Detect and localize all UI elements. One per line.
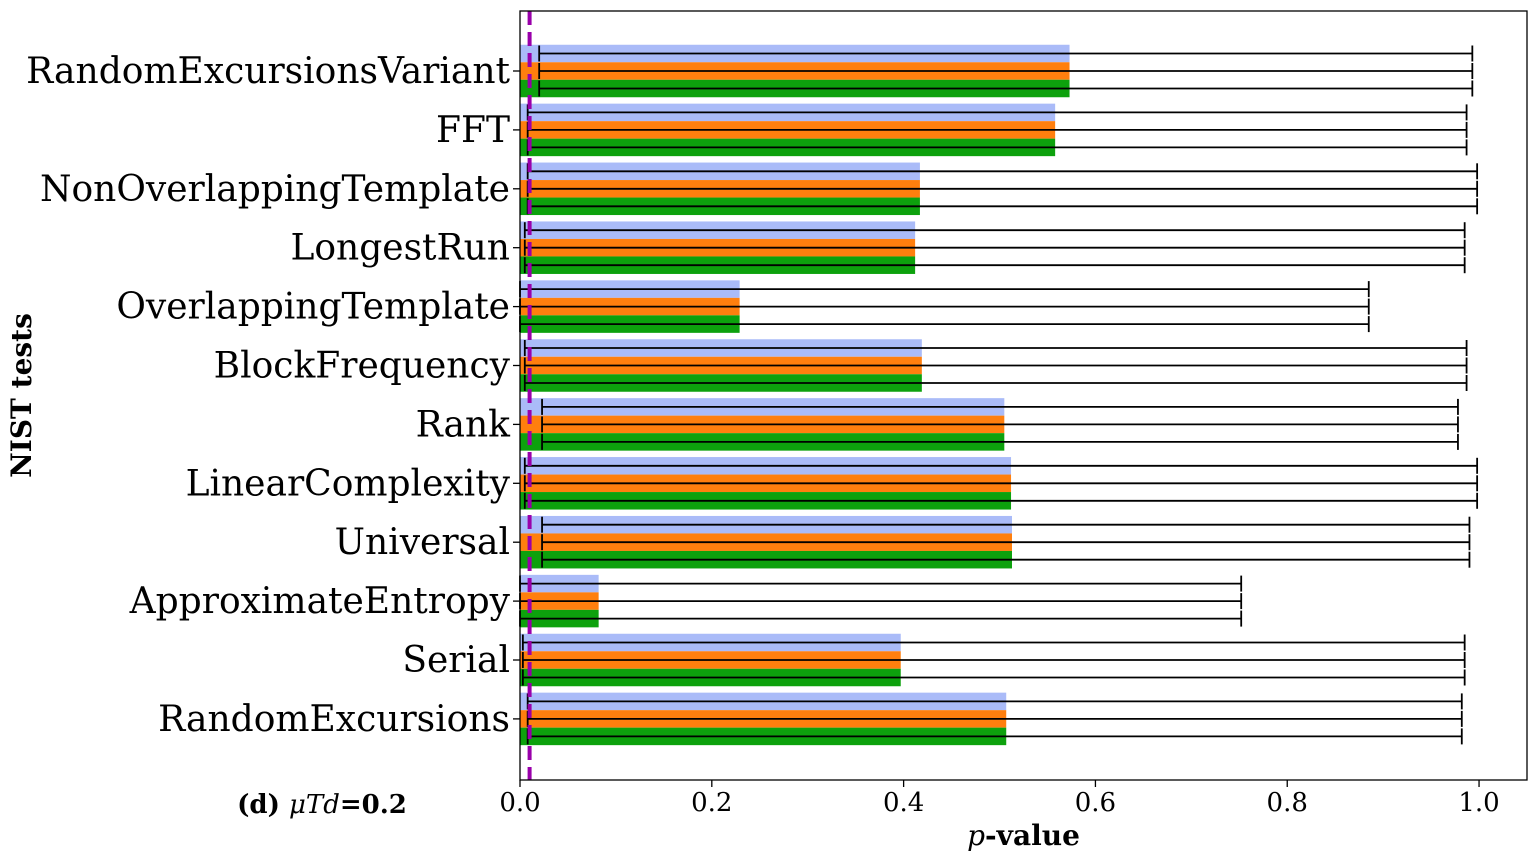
y-tick-label: LinearComplexity (186, 463, 511, 504)
y-tick-label: RandomExcursions (158, 699, 510, 740)
y-tick-label: Universal (335, 522, 510, 563)
y-tick-label: BlockFrequency (214, 346, 511, 387)
x-tick-label: 0.8 (1267, 788, 1308, 818)
x-tick-label: 0.6 (1075, 788, 1116, 818)
error-bars-layer (519, 45, 1479, 745)
x-tick-label: 1.0 (1458, 788, 1499, 818)
plot-frame (519, 10, 1528, 781)
x-tick-label: 0.4 (883, 788, 924, 818)
x-axis: 0.0 0.2 0.4 0.6 0.8 1.0 (499, 780, 1500, 818)
y-tick-label: LongestRun (290, 228, 510, 269)
x-tick-label: 0.0 (499, 788, 540, 818)
x-tick-label: 0.2 (691, 788, 732, 818)
y-tick-label: Rank (416, 404, 512, 445)
x-axis-title: p-value (967, 819, 1080, 852)
y-tick-label: NonOverlappingTemplate (40, 169, 510, 210)
y-axis-title: NIST tests (5, 313, 38, 478)
y-tick-label: Serial (402, 640, 510, 681)
y-tick-label: RandomExcursionsVariant (26, 51, 510, 92)
y-tick-label: ApproximateEntropy (129, 581, 511, 622)
y-tick-label: OverlappingTemplate (116, 287, 510, 328)
bars-layer (520, 44, 1070, 746)
panel-label: (d) μTd=0.2 (237, 790, 407, 820)
y-axis: RandomExcursionsVariant FFT NonOverlapping… (26, 51, 520, 740)
y-tick-label: FFT (436, 110, 510, 151)
